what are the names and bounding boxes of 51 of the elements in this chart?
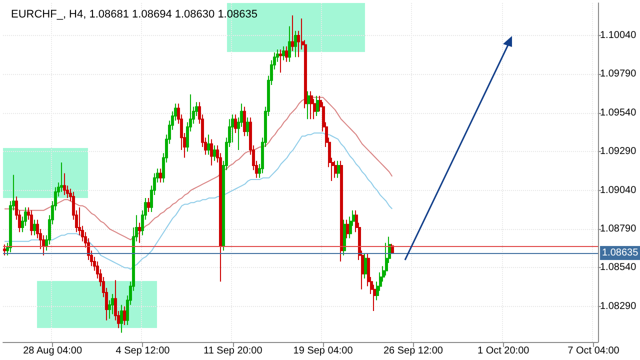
x-tick-label: 19 Sep 04:00 <box>293 346 354 356</box>
candlestick <box>340 160 343 262</box>
candlestick <box>279 48 282 74</box>
y-tick-label: 1.09040 <box>600 184 637 196</box>
candlestick <box>291 14 294 52</box>
ref-line-label: 1.08635 <box>602 247 639 258</box>
candlestick <box>246 117 249 137</box>
candlestick <box>364 253 367 280</box>
candlestick <box>213 144 216 162</box>
candlestick <box>3 244 6 256</box>
candlestick <box>33 219 36 236</box>
y-tick-label: 1.08540 <box>600 262 637 274</box>
y-tick-label: 1.09790 <box>600 68 637 80</box>
candlestick <box>159 168 162 184</box>
y-tick-label: 1.08290 <box>600 300 637 312</box>
candlestick <box>346 219 349 239</box>
candlestick <box>288 26 291 62</box>
candlestick <box>123 306 126 326</box>
x-tick-label: 28 Aug 04:00 <box>23 346 82 356</box>
x-tick-label: 7 Oct 04:00 <box>568 346 620 356</box>
candlestick <box>337 160 340 178</box>
candlestick <box>147 198 150 212</box>
y-tick-label: 1.09540 <box>600 107 637 118</box>
candlestick <box>60 162 63 192</box>
y-tick-label: 1.08790 <box>600 224 637 234</box>
candlestick <box>30 210 33 236</box>
candlestick <box>282 46 285 61</box>
candlestick <box>310 90 313 120</box>
candlestick <box>285 46 288 62</box>
candlestick <box>207 134 210 156</box>
y-tick-label: 1.10040 <box>600 30 637 42</box>
candlestick <box>111 294 114 315</box>
candlestick <box>343 219 346 256</box>
x-tick-label: 11 Sep 20:00 <box>204 346 263 356</box>
candlestick <box>120 304 123 334</box>
candlestick <box>334 160 337 178</box>
candlestick <box>234 114 237 134</box>
candlestick <box>316 95 319 116</box>
candlestick <box>210 138 213 166</box>
y-tick-label: 1.09290 <box>600 146 637 158</box>
text: EURCHF_, H4, 1.08681 1.08694 1.08630 1.08635 <box>11 8 258 20</box>
candlestick <box>243 106 246 137</box>
candlestick <box>138 222 141 244</box>
x-tick-label: 1 Oct 20:00 <box>477 346 530 356</box>
candlestick <box>307 90 310 120</box>
candlestick <box>294 30 297 58</box>
line-series <box>4 96 393 240</box>
candlestick <box>63 172 66 196</box>
x-tick-label: 4 Sep 12:00 <box>116 346 170 356</box>
x-tick-label: 26 Sep 12:00 <box>383 346 444 356</box>
candlestick <box>231 114 234 143</box>
